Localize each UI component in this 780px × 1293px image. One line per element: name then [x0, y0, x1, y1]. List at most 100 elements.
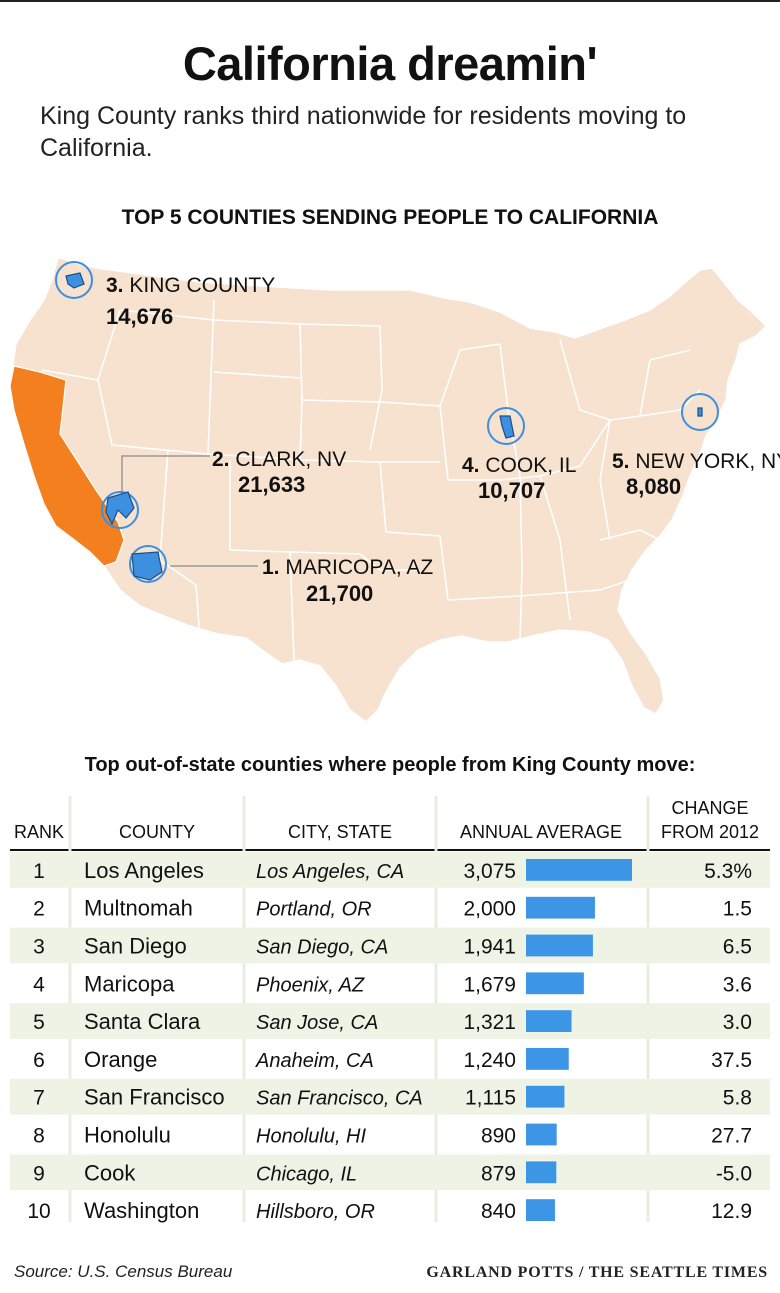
annual-average-bar [526, 1085, 565, 1108]
county-label: 5. NEW YORK, NY [612, 450, 780, 473]
cell-city: Chicago, IL [256, 1163, 357, 1185]
california-shape [9, 365, 125, 567]
page-title: California dreamin' [182, 37, 598, 90]
cell-change: 12.9 [711, 1200, 752, 1223]
cell-annual-average: 3,075 [463, 860, 516, 883]
cell-county: Santa Clara [84, 1009, 201, 1034]
cell-city: Los Angeles, CA [256, 861, 404, 883]
annual-average-bar [526, 972, 584, 995]
cell-annual-average: 2,000 [463, 898, 516, 921]
table-row: 9 Cook Chicago, IL 879 -5.0 [10, 1154, 770, 1191]
column-header-change-line1: CHANGE [671, 798, 748, 818]
cell-annual-average: 1,321 [463, 1011, 516, 1034]
county-label: 4. COOK, IL [462, 454, 576, 477]
cell-city: San Jose, CA [256, 1012, 378, 1034]
cell-rank: 10 [27, 1200, 50, 1223]
cell-city: Portland, OR [256, 899, 372, 921]
cell-rank: 1 [33, 860, 45, 883]
cell-rank: 6 [33, 1049, 45, 1072]
cell-change: 6.5 [723, 936, 752, 959]
cell-change: 37.5 [711, 1049, 752, 1072]
credit-line: GARLAND POTTS / THE SEATTLE TIMES [426, 1264, 768, 1281]
cell-annual-average: 879 [481, 1162, 516, 1185]
cell-county: Cook [84, 1160, 136, 1185]
county-label: 1. MARICOPA, AZ [262, 556, 433, 579]
county-name: COOK, IL [485, 454, 576, 477]
cell-city: San Diego, CA [256, 937, 388, 959]
cell-city: Honolulu, HI [256, 1126, 367, 1148]
county-circle [129, 545, 167, 583]
column-header-change-line2: FROM 2012 [661, 822, 759, 842]
cell-rank: 7 [33, 1087, 45, 1110]
county-shape [105, 491, 135, 526]
column-header-county: COUNTY [119, 822, 195, 842]
county-circle [101, 491, 139, 529]
table-row: 3 San Diego San Diego, CA 1,941 6.5 [10, 927, 770, 964]
cell-city: San Francisco, CA [256, 1088, 423, 1110]
annual-average-bar [526, 896, 595, 919]
annual-average-bar [526, 1048, 569, 1070]
row-stripe [10, 852, 770, 888]
county-shape [131, 551, 163, 581]
cell-change: 1.5 [723, 898, 752, 921]
cell-annual-average: 1,115 [465, 1087, 516, 1110]
table-row: 4 Maricopa Phoenix, AZ 1,679 3.6 [33, 971, 752, 996]
county-rank: 2. [212, 448, 235, 471]
cell-change: 27.7 [711, 1125, 752, 1148]
map-title: TOP 5 COUNTIES SENDING PEOPLE TO CALIFOR… [121, 206, 659, 229]
county-circle [487, 407, 525, 445]
cell-county: San Francisco [84, 1085, 225, 1110]
cell-county: Los Angeles [84, 858, 204, 883]
column-header-city: CITY, STATE [288, 822, 392, 842]
cell-change: 3.6 [723, 973, 752, 996]
cell-county: Orange [84, 1047, 157, 1072]
cell-change: -5.0 [716, 1162, 752, 1185]
county-shape [65, 272, 85, 289]
column-header-avg: ANNUAL AVERAGE [460, 822, 622, 842]
cell-change: 3.0 [723, 1011, 752, 1034]
cell-county: Multnomah [84, 896, 193, 921]
moves-table: RANK COUNTY CITY, STATE ANNUAL AVERAGE CHANG… [10, 796, 770, 1223]
county-name: KING COUNTY [129, 274, 275, 297]
cell-city: Phoenix, AZ [256, 974, 365, 996]
annual-average-bar [526, 1010, 572, 1032]
county-shape [697, 407, 703, 417]
table-row: 5 Santa Clara San Jose, CA 1,321 3.0 [10, 1003, 770, 1039]
cell-rank: 3 [33, 936, 45, 959]
county-marker-5: 5. NEW YORK, NY8,080 [612, 393, 780, 499]
county-value: 10,707 [478, 478, 545, 503]
county-label: 2. CLARK, NV [212, 448, 346, 471]
county-rank: 1. [262, 556, 285, 579]
cell-county: Honolulu [84, 1123, 171, 1148]
row-stripe [10, 1078, 770, 1115]
table-row: 1 Los Angeles Los Angeles, CA 3,075 5.3% [10, 852, 770, 888]
row-stripe [10, 927, 770, 964]
top-rule [0, 0, 780, 2]
annual-average-bar [526, 1123, 557, 1146]
county-value: 14,676 [106, 304, 173, 329]
county-rank: 4. [462, 454, 485, 477]
cell-change: 5.3% [704, 860, 752, 883]
cell-county: San Diego [84, 934, 187, 959]
table-row: 10 Washington Hillsboro, OR 840 12.9 [27, 1198, 752, 1223]
county-circle [55, 261, 93, 299]
cell-city: Hillsboro, OR [256, 1201, 375, 1223]
source-note: Source: U.S. Census Bureau [14, 1262, 233, 1281]
county-value: 21,700 [306, 581, 373, 606]
column-header-rank: RANK [14, 822, 64, 842]
table-row: 8 Honolulu Honolulu, HI 890 27.7 [33, 1123, 752, 1148]
cell-rank: 5 [33, 1011, 45, 1034]
annual-average-bar [526, 859, 632, 881]
cell-city: Anaheim, CA [255, 1050, 374, 1072]
county-circle [681, 393, 719, 431]
cell-annual-average: 840 [481, 1200, 516, 1223]
annual-average-bar [526, 1161, 557, 1184]
annual-average-bar [526, 1199, 555, 1221]
cell-rank: 9 [33, 1162, 45, 1185]
table-row: 7 San Francisco San Francisco, CA 1,115 5.8 [10, 1078, 770, 1115]
state-borders [41, 299, 701, 661]
county-shape [499, 415, 515, 439]
